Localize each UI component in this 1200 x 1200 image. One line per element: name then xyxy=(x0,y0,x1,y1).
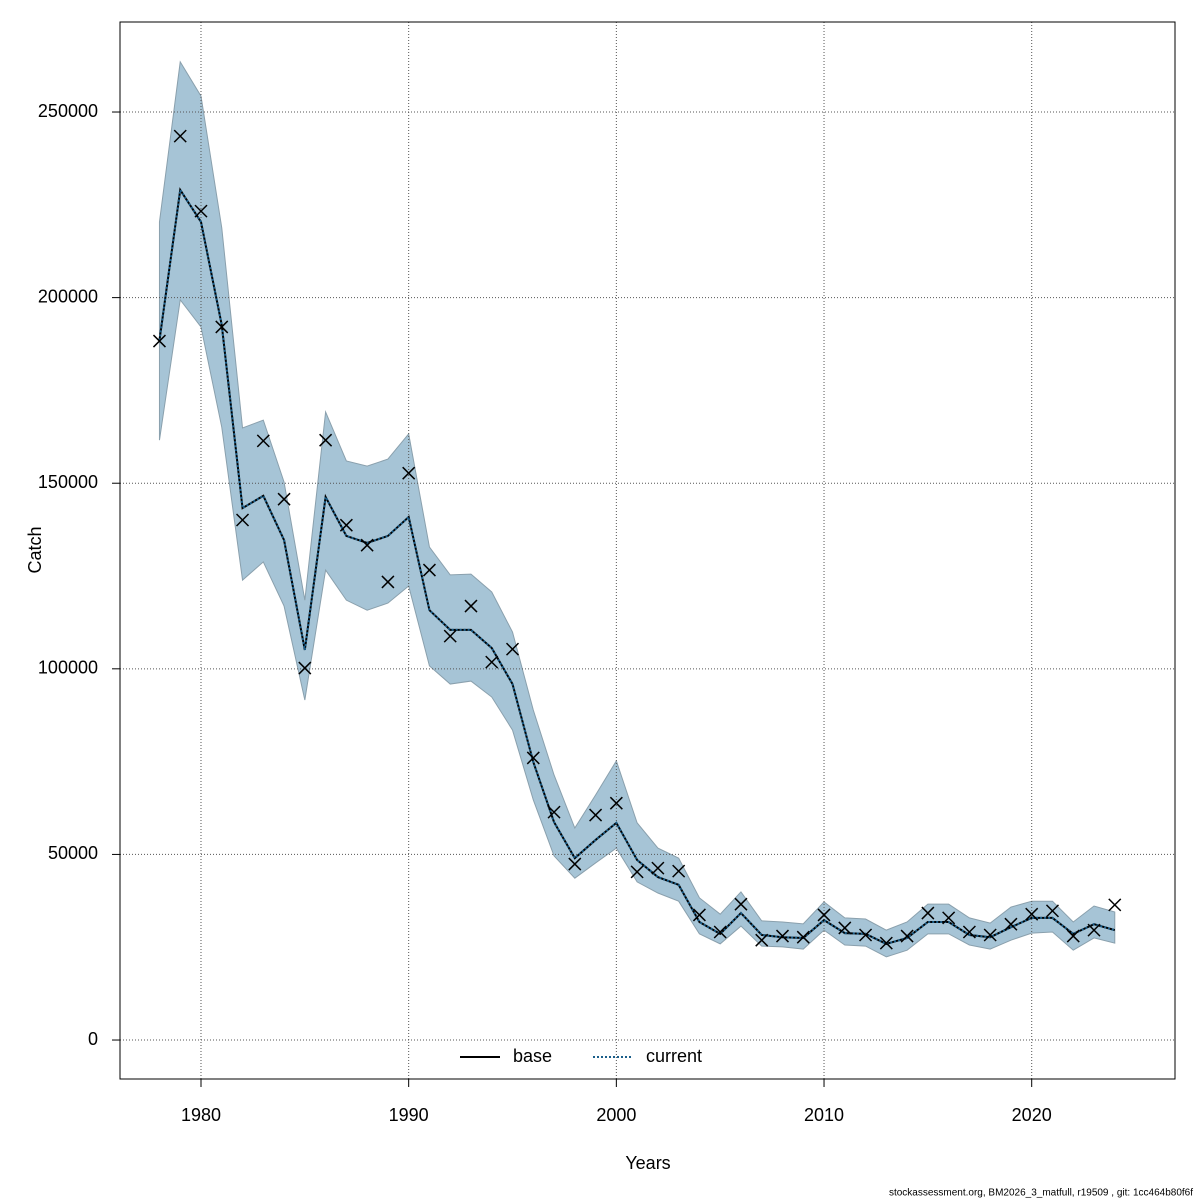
observed-point xyxy=(1108,898,1122,912)
observed-point xyxy=(215,320,229,334)
observed-point xyxy=(464,599,478,613)
observed-point xyxy=(402,466,416,480)
footnote: stockassessment.org, BM2026_3_matfull, r… xyxy=(889,1188,1193,1199)
observed-point xyxy=(1004,917,1018,931)
x-tick-label: 2010 xyxy=(804,1105,844,1125)
observed-point xyxy=(422,563,436,577)
observed-point xyxy=(942,911,956,925)
y-tick-label: 100000 xyxy=(38,658,98,678)
observed-point xyxy=(173,129,187,143)
observed-point xyxy=(1066,929,1080,943)
observed-point xyxy=(921,906,935,920)
x-tick-label: 1980 xyxy=(181,1105,221,1125)
observed-point xyxy=(339,518,353,532)
observed-point xyxy=(1087,923,1101,937)
x-tick-label: 2020 xyxy=(1012,1105,1052,1125)
observed-point xyxy=(589,808,603,822)
observed-point xyxy=(194,204,208,218)
observed-point xyxy=(568,857,582,871)
observed-point xyxy=(734,897,748,911)
legend-label: base xyxy=(513,1046,552,1066)
observed-point xyxy=(443,629,457,643)
observed-point xyxy=(1045,904,1060,918)
y-tick-label: 50000 xyxy=(48,843,98,863)
observed-point xyxy=(526,751,540,765)
observed-point xyxy=(152,334,166,348)
observed-point xyxy=(879,936,893,950)
observed-point xyxy=(775,929,790,943)
series-line xyxy=(158,187,1116,945)
y-tick-label: 150000 xyxy=(38,472,98,492)
observed-point xyxy=(796,930,810,944)
observed-point xyxy=(838,921,852,935)
observed-point xyxy=(298,661,312,675)
observed-point xyxy=(900,929,914,943)
observed-point xyxy=(485,655,499,669)
observed-point xyxy=(547,805,561,819)
y-axis-label: Catch xyxy=(25,526,45,573)
observed-point xyxy=(817,908,831,922)
y-tick-label: 250000 xyxy=(38,101,98,121)
observed-point xyxy=(235,513,250,527)
observed-point xyxy=(381,575,395,589)
y-tick-label: 200000 xyxy=(38,286,98,306)
x-tick-label: 1990 xyxy=(389,1105,429,1125)
x-axis-label: Years xyxy=(625,1153,670,1173)
observed-point xyxy=(713,925,727,939)
observed-point xyxy=(755,933,769,947)
observed-point xyxy=(651,861,665,875)
observed-point xyxy=(630,865,644,879)
observed-point xyxy=(962,925,976,939)
observed-point xyxy=(672,864,686,878)
legend-label: current xyxy=(646,1046,702,1066)
observed-point xyxy=(692,908,706,922)
observed-point xyxy=(505,642,520,656)
observed-point xyxy=(609,796,623,810)
observed-point xyxy=(983,928,997,942)
observed-point xyxy=(360,538,374,552)
observed-point xyxy=(277,492,291,506)
observed-point xyxy=(256,434,270,448)
confidence-band xyxy=(158,60,1116,958)
observed-point xyxy=(319,433,333,447)
y-tick-label: 0 xyxy=(88,1029,98,1049)
plot-frame xyxy=(119,21,1176,1080)
observed-point xyxy=(1025,907,1039,921)
observed-point xyxy=(859,928,873,942)
x-tick-label: 2000 xyxy=(596,1105,636,1125)
